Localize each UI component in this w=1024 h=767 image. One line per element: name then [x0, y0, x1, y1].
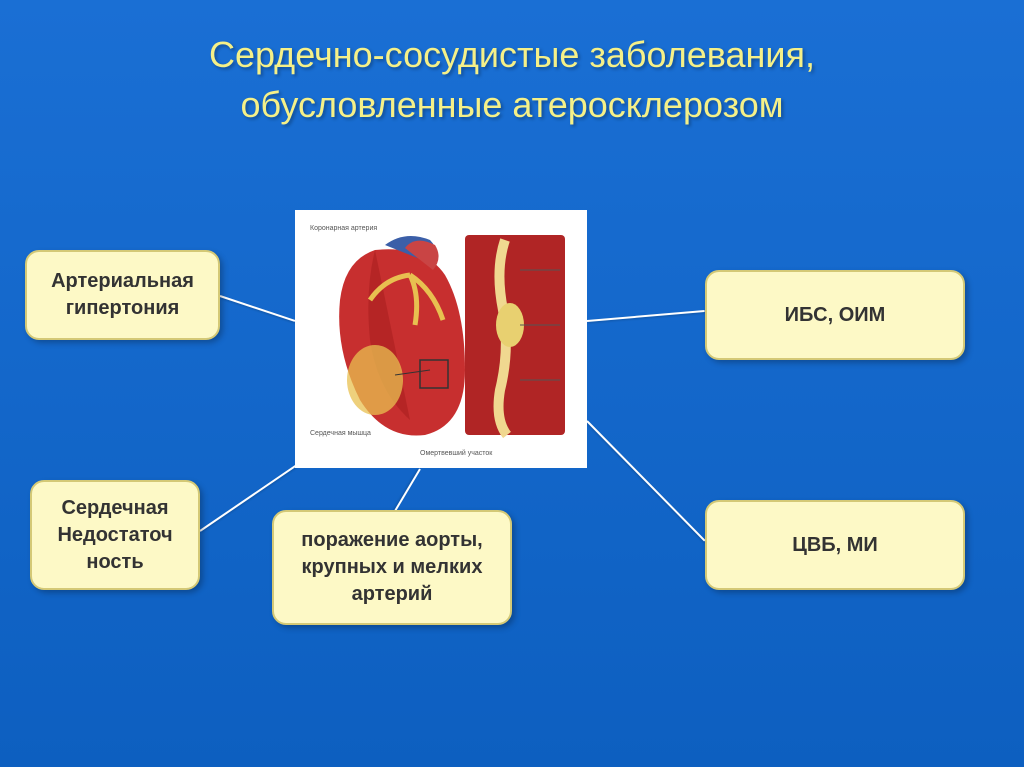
svg-text:Коронарная артерия: Коронарная артерия — [310, 225, 377, 232]
box-arterial-hypertension: Артериальная гипертония — [25, 250, 220, 340]
title-line1: Сердечно-сосудистые заболевания, — [209, 34, 815, 75]
svg-text:Омертвевший участок: Омертвевший участок — [420, 449, 493, 457]
connector-line — [394, 468, 421, 511]
box-label: ИБС, ОИМ — [785, 302, 886, 329]
heart-illustration-icon: Коронарная артерия Сердечная мышца Омерт… — [295, 210, 587, 468]
box-aorta-caption: поражение аорты, крупных и мелких артери… — [272, 510, 512, 625]
box-cvb-mi: ЦВБ, МИ — [705, 500, 965, 590]
box-ibs-oim: ИБС, ОИМ — [705, 270, 965, 360]
connector-line — [587, 310, 705, 322]
caption-text: поражение аорты, крупных и мелких артери… — [301, 527, 482, 608]
connector-line — [220, 295, 296, 322]
heart-anatomy-image: Коронарная артерия Сердечная мышца Омерт… — [295, 210, 587, 468]
page-title: Сердечно-сосудистые заболевания, обуслов… — [0, 0, 1024, 131]
box-heart-failure: Сердечная Недостаточ ность — [30, 480, 200, 590]
connector-line — [586, 420, 705, 541]
svg-text:Сердечная мышца: Сердечная мышца — [310, 430, 371, 437]
box-label: Сердечная Недостаточ ность — [57, 495, 172, 576]
title-line2: обусловленные атеросклерозом — [241, 84, 784, 125]
box-label: ЦВБ, МИ — [792, 532, 878, 559]
box-label: Артериальная гипертония — [51, 268, 194, 322]
